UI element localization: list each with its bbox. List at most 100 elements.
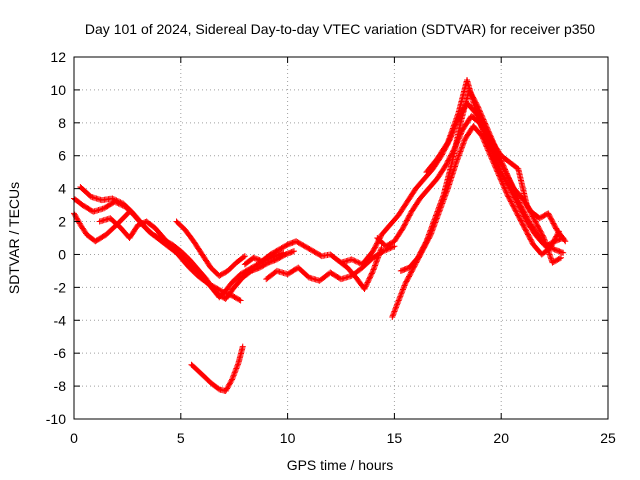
data-point (401, 221, 408, 228)
data-point (453, 115, 460, 122)
data-point (488, 137, 495, 144)
data-point (517, 202, 524, 209)
data-point (550, 220, 557, 227)
data-point (230, 372, 237, 379)
data-point (486, 150, 493, 157)
data-point (539, 232, 546, 239)
data-point (109, 195, 116, 202)
data-point (372, 243, 379, 250)
data-point (507, 178, 514, 185)
y-tick-label: -10 (46, 411, 66, 427)
data-point (493, 167, 500, 174)
data-point (484, 144, 491, 151)
data-point (504, 171, 511, 178)
data-point (403, 217, 410, 224)
data-point (415, 253, 422, 260)
data-point (437, 200, 444, 207)
data-point (488, 155, 495, 162)
data-point (528, 239, 535, 246)
data-point (423, 236, 430, 243)
y-tick-label: 12 (50, 49, 66, 65)
data-point (476, 114, 483, 121)
data-point (426, 230, 433, 237)
data-point (420, 243, 427, 250)
data-point (501, 185, 508, 192)
data-point (485, 130, 492, 137)
data-point (404, 216, 411, 223)
data-point (515, 212, 522, 219)
data-point (422, 240, 429, 247)
data-point (404, 276, 411, 283)
data-point (479, 120, 486, 127)
data-point (443, 160, 450, 167)
data-point (444, 140, 451, 147)
data-point (520, 222, 527, 229)
data-point (548, 216, 555, 223)
data-point (514, 195, 521, 202)
data-point (112, 196, 119, 203)
data-point (425, 232, 432, 239)
data-point (406, 212, 413, 219)
data-point (478, 132, 485, 139)
data-point (407, 270, 414, 277)
data-point (428, 224, 435, 231)
data-point (526, 207, 533, 214)
y-tick-label: 6 (58, 148, 66, 164)
data-point (520, 207, 527, 214)
data-point (525, 204, 532, 211)
data-point (508, 181, 515, 188)
data-point (389, 313, 396, 320)
data-point (355, 259, 362, 266)
data-point (493, 165, 500, 172)
data-point (514, 211, 521, 218)
y-tick-label: 0 (58, 246, 66, 262)
data-point (525, 232, 532, 239)
data-point (418, 248, 425, 255)
x-tick-label: 0 (70, 430, 78, 446)
data-point (505, 174, 512, 181)
data-point (392, 305, 399, 312)
data-point (421, 242, 428, 249)
data-point (506, 177, 513, 184)
data-point (487, 134, 494, 141)
data-point (494, 168, 501, 175)
data-point (223, 386, 230, 393)
data-point (502, 167, 509, 174)
data-point (522, 226, 529, 233)
data-point (362, 284, 369, 291)
data-point (524, 230, 531, 237)
data-point (226, 380, 233, 387)
data-point (456, 151, 463, 158)
data-point (435, 207, 441, 214)
data-point (446, 133, 453, 140)
data-point (459, 143, 466, 150)
data-point (384, 246, 391, 253)
data-point (511, 206, 518, 213)
data-point (477, 115, 484, 122)
data-point (527, 208, 534, 215)
data-point (511, 204, 518, 211)
data-point (398, 290, 405, 297)
data-points (71, 77, 569, 395)
data-point (72, 212, 79, 219)
data-point (504, 192, 511, 199)
data-point (226, 381, 233, 388)
data-point (516, 215, 523, 222)
data-point (451, 119, 458, 126)
data-point (483, 126, 490, 133)
data-point (396, 294, 403, 301)
data-point (436, 204, 443, 211)
data-point (438, 197, 445, 204)
y-tick-label: 4 (58, 181, 66, 197)
data-point (416, 250, 423, 257)
data-point (372, 262, 379, 269)
data-point (110, 196, 117, 203)
data-point (508, 182, 515, 189)
data-point (481, 124, 488, 131)
data-point (505, 194, 512, 201)
data-point (525, 205, 532, 212)
data-point (448, 129, 455, 136)
data-point (508, 199, 515, 206)
data-point (370, 267, 377, 274)
data-point (228, 377, 235, 384)
